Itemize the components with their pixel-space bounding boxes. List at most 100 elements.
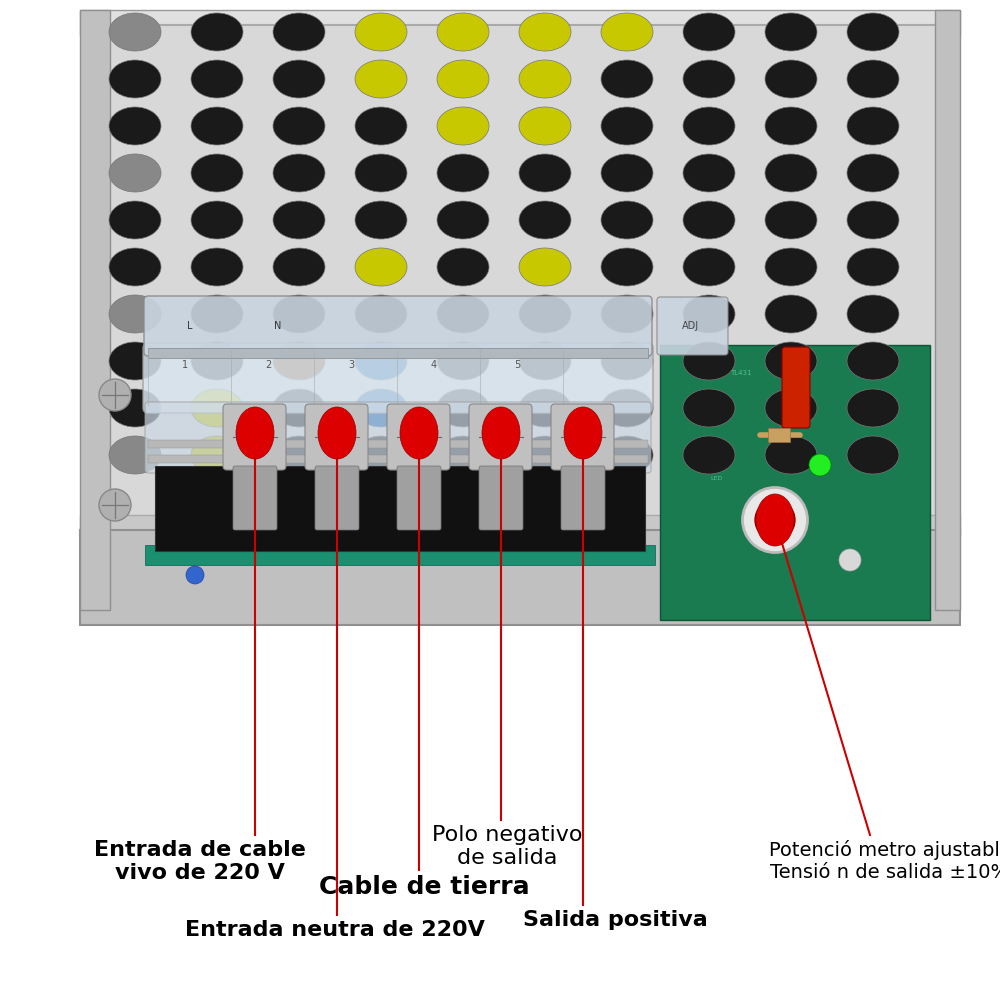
- Ellipse shape: [683, 389, 735, 427]
- Ellipse shape: [683, 107, 735, 145]
- Ellipse shape: [191, 436, 243, 474]
- Bar: [768, 428, 790, 442]
- Ellipse shape: [273, 248, 325, 286]
- Bar: [80, 530, 960, 625]
- Text: Polo negativo
de salida: Polo negativo de salida: [432, 825, 582, 868]
- Ellipse shape: [355, 154, 407, 192]
- Ellipse shape: [355, 248, 407, 286]
- Ellipse shape: [236, 407, 274, 459]
- FancyBboxPatch shape: [315, 466, 359, 530]
- Text: Cable de tierra: Cable de tierra: [319, 875, 529, 899]
- Ellipse shape: [601, 13, 653, 51]
- Ellipse shape: [601, 154, 653, 192]
- Ellipse shape: [273, 342, 325, 380]
- FancyBboxPatch shape: [561, 466, 605, 530]
- Ellipse shape: [355, 13, 407, 51]
- FancyBboxPatch shape: [551, 404, 614, 470]
- Ellipse shape: [191, 389, 243, 427]
- Ellipse shape: [355, 60, 407, 98]
- FancyBboxPatch shape: [782, 347, 810, 428]
- Ellipse shape: [273, 60, 325, 98]
- Ellipse shape: [847, 389, 899, 427]
- Ellipse shape: [765, 13, 817, 51]
- Ellipse shape: [191, 248, 243, 286]
- Text: 5: 5: [514, 360, 520, 370]
- Ellipse shape: [109, 201, 161, 239]
- Bar: [935, 10, 960, 610]
- Ellipse shape: [601, 342, 653, 380]
- Ellipse shape: [437, 248, 489, 286]
- Ellipse shape: [519, 201, 571, 239]
- Ellipse shape: [601, 201, 653, 239]
- Ellipse shape: [601, 60, 653, 98]
- Ellipse shape: [437, 60, 489, 98]
- Ellipse shape: [400, 407, 438, 459]
- FancyBboxPatch shape: [469, 404, 532, 470]
- Ellipse shape: [273, 13, 325, 51]
- Ellipse shape: [847, 295, 899, 333]
- Ellipse shape: [191, 295, 243, 333]
- Text: Entrada de cable
vivo de 220 V: Entrada de cable vivo de 220 V: [94, 840, 306, 883]
- Ellipse shape: [683, 248, 735, 286]
- Ellipse shape: [847, 201, 899, 239]
- FancyBboxPatch shape: [657, 297, 728, 355]
- FancyBboxPatch shape: [233, 466, 277, 530]
- Ellipse shape: [482, 407, 520, 459]
- Ellipse shape: [601, 107, 653, 145]
- Ellipse shape: [273, 389, 325, 427]
- Text: Salida positiva: Salida positiva: [523, 910, 707, 930]
- Ellipse shape: [809, 454, 831, 476]
- Ellipse shape: [847, 248, 899, 286]
- FancyBboxPatch shape: [145, 402, 651, 473]
- Bar: [660, 345, 930, 620]
- Ellipse shape: [765, 389, 817, 427]
- Text: ADJ: ADJ: [681, 321, 699, 331]
- Ellipse shape: [847, 436, 899, 474]
- Ellipse shape: [437, 295, 489, 333]
- Ellipse shape: [273, 154, 325, 192]
- Ellipse shape: [109, 436, 161, 474]
- FancyBboxPatch shape: [305, 404, 368, 470]
- Ellipse shape: [355, 389, 407, 427]
- Ellipse shape: [519, 436, 571, 474]
- Ellipse shape: [519, 248, 571, 286]
- Ellipse shape: [601, 248, 653, 286]
- Ellipse shape: [847, 13, 899, 51]
- Ellipse shape: [355, 342, 407, 380]
- Ellipse shape: [765, 436, 817, 474]
- Ellipse shape: [847, 107, 899, 145]
- Ellipse shape: [437, 201, 489, 239]
- Ellipse shape: [519, 389, 571, 427]
- Text: LED: LED: [710, 476, 722, 481]
- Text: 4: 4: [431, 360, 437, 370]
- Ellipse shape: [109, 295, 161, 333]
- Ellipse shape: [109, 154, 161, 192]
- Ellipse shape: [742, 488, 808, 552]
- Ellipse shape: [519, 107, 571, 145]
- Ellipse shape: [765, 60, 817, 98]
- Ellipse shape: [683, 436, 735, 474]
- Ellipse shape: [683, 201, 735, 239]
- Ellipse shape: [437, 107, 489, 145]
- Ellipse shape: [519, 154, 571, 192]
- Bar: [90, 25, 950, 520]
- Ellipse shape: [355, 295, 407, 333]
- Bar: [80, 10, 960, 35]
- Ellipse shape: [191, 154, 243, 192]
- Ellipse shape: [765, 201, 817, 239]
- Ellipse shape: [109, 60, 161, 98]
- Ellipse shape: [109, 13, 161, 51]
- Text: Entrada neutra de 220V: Entrada neutra de 220V: [185, 920, 485, 940]
- Ellipse shape: [683, 295, 735, 333]
- Ellipse shape: [755, 500, 795, 540]
- Ellipse shape: [683, 154, 735, 192]
- Ellipse shape: [273, 107, 325, 145]
- FancyBboxPatch shape: [144, 296, 652, 356]
- Ellipse shape: [109, 248, 161, 286]
- Ellipse shape: [191, 107, 243, 145]
- Bar: [145, 545, 655, 565]
- Ellipse shape: [839, 549, 861, 571]
- Ellipse shape: [683, 60, 735, 98]
- Ellipse shape: [99, 379, 131, 411]
- Ellipse shape: [191, 342, 243, 380]
